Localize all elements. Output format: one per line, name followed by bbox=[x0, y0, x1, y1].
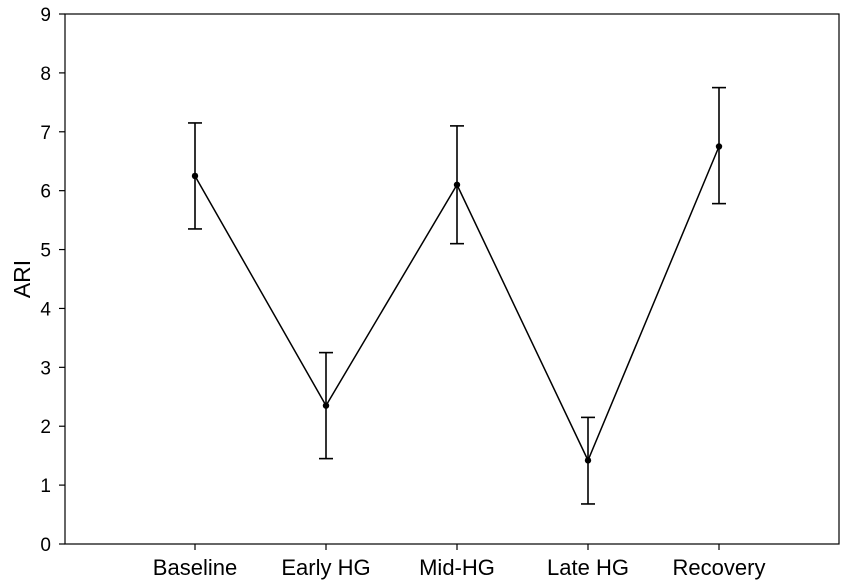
data-point bbox=[322, 402, 330, 409]
x-tick-label: Early HG bbox=[281, 555, 370, 580]
y-tick-label: 8 bbox=[40, 64, 51, 85]
x-tick-label: Baseline bbox=[153, 555, 237, 580]
y-tick-label: 1 bbox=[40, 476, 51, 497]
x-tick-label: Mid-HG bbox=[419, 555, 495, 580]
y-tick-label: 6 bbox=[40, 182, 51, 203]
data-point bbox=[191, 172, 199, 180]
y-tick-label: 7 bbox=[40, 123, 51, 144]
y-tick-label: 9 bbox=[40, 5, 51, 26]
data-point bbox=[584, 457, 592, 464]
y-tick-label: 4 bbox=[40, 299, 51, 320]
data-point bbox=[453, 181, 461, 188]
y-axis-title: ARI bbox=[9, 260, 35, 298]
x-tick-label: Late HG bbox=[547, 555, 629, 580]
data-point bbox=[715, 143, 723, 150]
x-axis-ticks: Baseline Early HG Mid-HG Late HG Recovery bbox=[153, 544, 766, 580]
y-tick-label: 2 bbox=[40, 417, 51, 438]
x-tick-label: Recovery bbox=[673, 555, 766, 580]
y-tick-label: 0 bbox=[40, 535, 51, 556]
y-tick-label: 5 bbox=[40, 241, 51, 262]
y-tick-label: 3 bbox=[40, 358, 51, 379]
data-points bbox=[191, 143, 723, 464]
plot-area bbox=[64, 13, 840, 545]
y-axis-ticks: 0 1 2 3 4 5 6 7 8 9 bbox=[40, 5, 65, 556]
